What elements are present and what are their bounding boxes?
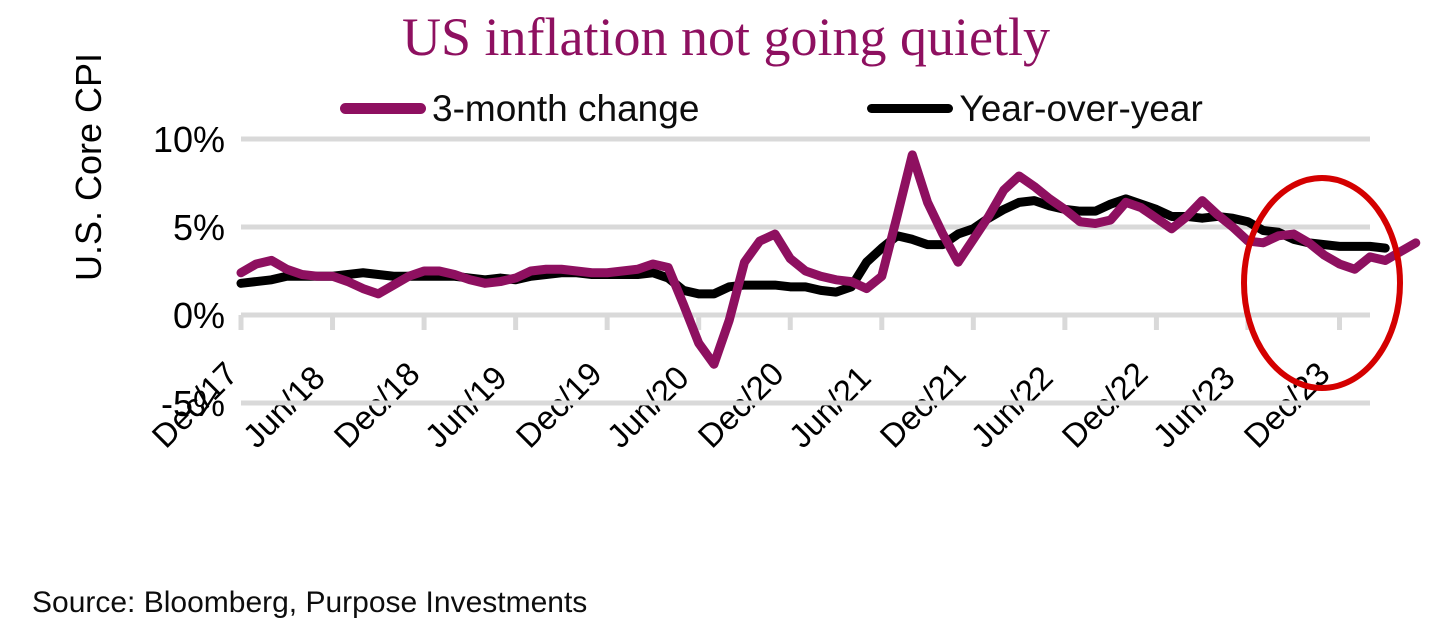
annotation-ellipse-recent-resurgence — [1241, 175, 1403, 391]
series-line-3-month-change — [236, 150, 1421, 369]
series-line-year-over-year — [236, 194, 1390, 299]
legend-item-3-month-change: 3-month change — [340, 90, 699, 127]
chart-x-tickmarks — [238, 315, 1342, 330]
y-axis-tick-label-0: 0% — [172, 295, 225, 336]
page-title: US inflation not going quietly — [402, 7, 1050, 67]
legend-item-year-over-year: Year-over-year — [867, 87, 1203, 129]
legend-swatch-year-over-year — [867, 103, 954, 113]
legend-label-3-month-change: 3-month change — [432, 87, 700, 129]
y-axis-tick-label-minus5: -5% — [160, 383, 225, 424]
chart-gridlines — [241, 136, 1370, 406]
legend-swatch-3-month-change — [340, 102, 426, 114]
chart-legend: 3-month change Year-over-year — [340, 88, 1300, 128]
source-note: Source: Bloomberg, Purpose Investments — [32, 586, 588, 619]
y-axis-tick-label-5: 5% — [172, 207, 225, 248]
y-axis-tick-label-10: 10% — [152, 119, 225, 160]
legend-label-year-over-year: Year-over-year — [959, 87, 1203, 129]
